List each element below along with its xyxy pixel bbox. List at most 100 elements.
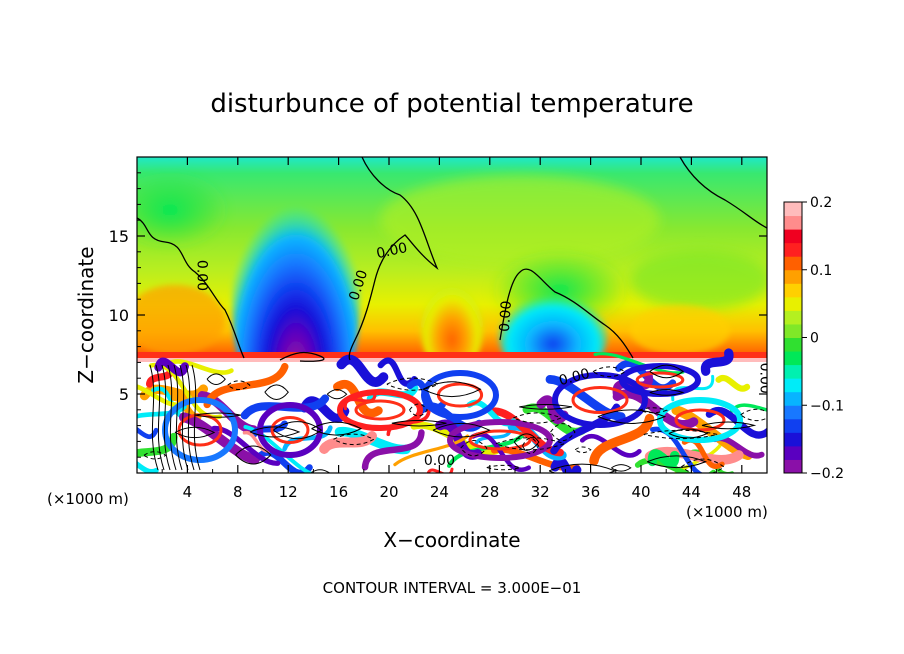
turbulent-contour (227, 380, 251, 391)
vortex (257, 402, 323, 458)
vortex (552, 372, 648, 428)
colorbar-tick-label: 0.1 (810, 263, 832, 279)
contour-line (348, 157, 439, 361)
turbulent-contour (386, 377, 440, 391)
turbulent-contour (513, 433, 540, 451)
turbulent-contour (195, 412, 241, 418)
contour-label: 0.00 (424, 453, 455, 469)
turbulent-contour (592, 366, 627, 378)
colorbar-swatch (784, 351, 802, 366)
turbulent-contour (647, 455, 707, 469)
turbulent-contour (206, 373, 226, 386)
y-tick-label: 10 (109, 306, 129, 325)
y-tick-label: 5 (119, 385, 129, 404)
turbulent-contour (638, 407, 669, 414)
turbulent-contour (149, 364, 159, 471)
vortex (270, 416, 310, 444)
warm-blob (420, 275, 484, 375)
turbulent-contour (161, 364, 171, 471)
turbulent-contour (643, 429, 718, 440)
turbulent-swirl (250, 420, 288, 438)
contour-line (679, 157, 767, 229)
colorbar-swatch (784, 215, 802, 230)
turbulent-contour (701, 421, 757, 430)
y-tick-label: 15 (109, 227, 129, 246)
vortex (468, 429, 532, 451)
colorbar-swatch (784, 256, 802, 271)
x-tick-label: 48 (732, 483, 751, 501)
colorbar-tick-label: 0 (810, 331, 819, 347)
x-tick-label: 12 (279, 483, 298, 501)
contour-line (499, 268, 634, 359)
colorbar-swatch (784, 283, 802, 298)
colorbar-swatch (784, 378, 802, 393)
colorbar-swatch (784, 432, 802, 447)
turbulent-swirl (137, 421, 159, 440)
colorbar-swatch (784, 418, 802, 433)
contour-line (279, 351, 325, 362)
turbulent-contour (460, 440, 488, 457)
colorbar-tick-label: 0.2 (810, 195, 832, 211)
turbulent-contour (574, 446, 592, 454)
turbulent-contour (432, 422, 491, 438)
contour-labels: 0.00 0.000.000.000.000.000.00 (193, 240, 773, 469)
colorbar-swatch (784, 391, 802, 406)
turbulent-contour (179, 364, 189, 471)
turbulent-swirl (166, 359, 234, 375)
turbulent-swirl (336, 354, 389, 387)
warm-layer (137, 358, 767, 362)
colorbar: 0.2 0.1 0 −0.1 −0.2 (783, 195, 844, 482)
x-tick-label: 40 (631, 483, 650, 501)
turbulent-swirl (319, 431, 378, 454)
turbulent-swirl (701, 348, 734, 376)
colorbar-swatch (784, 269, 802, 284)
x-tick-label: 20 (379, 483, 398, 501)
green-patch (380, 175, 660, 265)
colorbar-swatch (784, 310, 802, 325)
turbulent-contour (333, 433, 375, 446)
turbulent-swirl (647, 449, 680, 468)
turbulent-contour (597, 409, 667, 424)
turbulent-contour (143, 451, 167, 460)
contour-lines (137, 157, 767, 362)
contour-label: 0.00 (757, 363, 773, 394)
turbulent-contour (422, 381, 482, 398)
vortex (354, 399, 406, 421)
turbulent-swirl (282, 425, 333, 452)
turbulent-swirl (550, 456, 582, 473)
colorbar-swatch (784, 323, 802, 338)
green-patch (630, 250, 767, 310)
turbulent-contour (548, 463, 617, 473)
contour-interval-note: CONTOUR INTERVAL = 3.000E−01 (323, 579, 582, 597)
turbulent-swirl (634, 457, 717, 473)
turbulent-contour (522, 437, 539, 455)
turbulent-contour (155, 364, 165, 471)
turbulent-contour (235, 445, 272, 465)
turbulent-contour (391, 420, 447, 427)
turbulent-swirl (715, 374, 751, 392)
x-tick-label: 8 (233, 483, 243, 501)
colorbar-swatch (784, 229, 802, 244)
turbulent-swirl (137, 404, 187, 424)
turbulent-swirl (154, 357, 189, 377)
colorbar-swatch (784, 202, 802, 217)
colorbar-swatch (784, 337, 802, 352)
vortex (635, 371, 685, 389)
colorbar-swatch (784, 364, 802, 379)
x-tick-label: 36 (581, 483, 600, 501)
turbulent-swirl (393, 434, 470, 467)
x-unit-left: (×1000 m) (47, 490, 129, 508)
x-tick-label: 16 (329, 483, 348, 501)
colorbar-swatch (784, 445, 802, 460)
contour-label: 0.00 (375, 240, 409, 262)
warm-layer (137, 352, 767, 362)
turbulent-contour (409, 403, 428, 417)
turbulent-swirl (593, 352, 685, 375)
vortex (657, 397, 743, 443)
turbulent-contour (273, 421, 323, 440)
turbulent-contour (740, 408, 767, 422)
turbulent-contour (649, 364, 684, 379)
x-tick-label: 32 (531, 483, 550, 501)
turbulent-contour (185, 364, 195, 471)
